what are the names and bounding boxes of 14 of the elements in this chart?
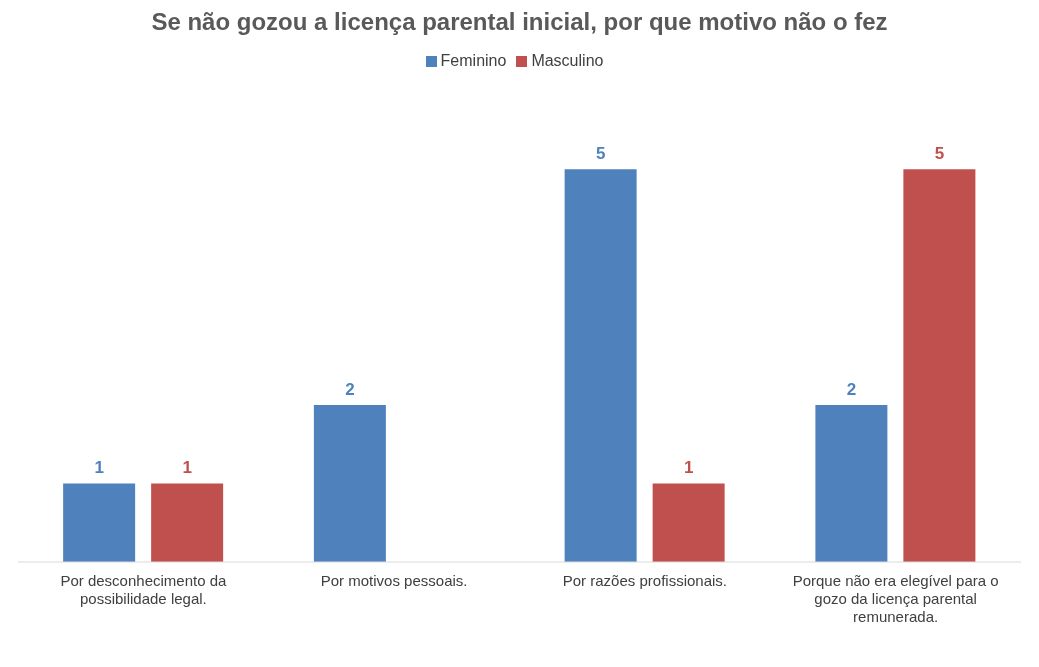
data-label: 5: [934, 144, 945, 164]
x-tick-label: Por desconhecimento da possibilidade legal.: [60, 572, 227, 607]
x-tick-label: Porque não era elegível para o gozo da licença parental remunerada.: [792, 572, 999, 625]
x-tick-label: Por razões profissionais.: [562, 572, 727, 589]
chart-title: Se não gozou a licença parental inicial, por que motivo não o fez: [150, 8, 889, 36]
legend-label: Feminino: [440, 52, 507, 69]
data-label: 5: [595, 144, 606, 164]
data-label: 2: [846, 379, 857, 399]
data-label: 1: [182, 458, 192, 478]
data-label: 1: [94, 458, 104, 478]
legend-label: Masculino: [531, 52, 604, 69]
x-tick-label: Por motivos pessoais.: [320, 572, 468, 589]
data-label: 1: [683, 458, 694, 478]
data-label: 2: [345, 379, 355, 399]
